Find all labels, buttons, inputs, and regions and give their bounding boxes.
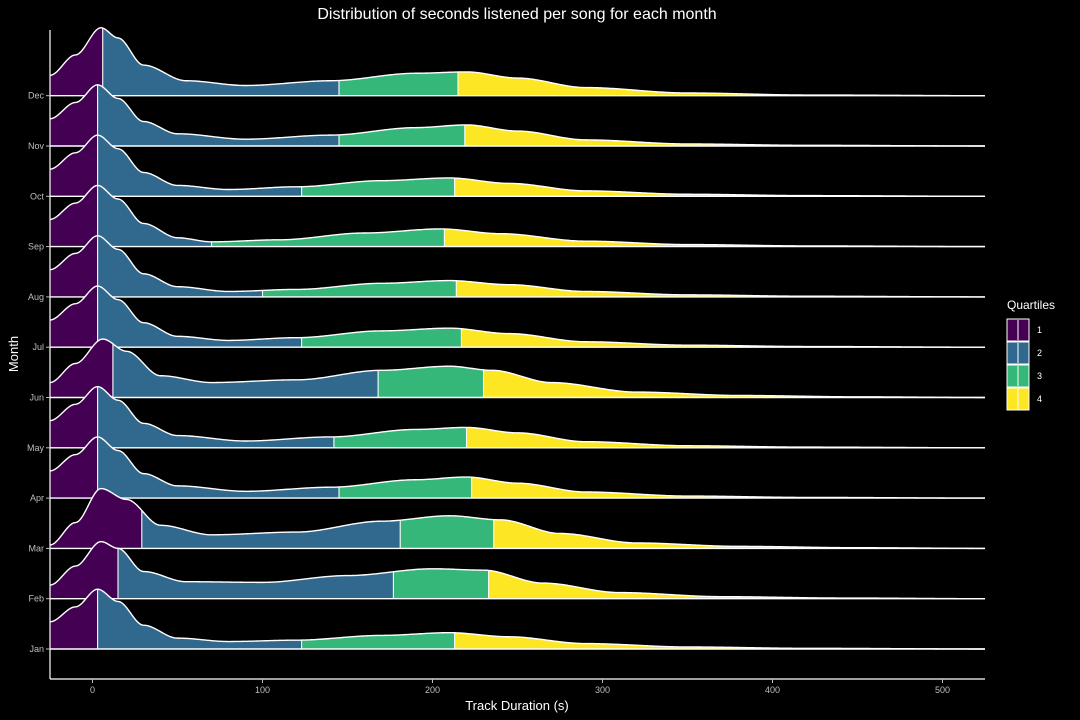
ridge-dec: [49, 26, 985, 97]
legend-label-2: 2: [1037, 348, 1042, 358]
chart-title: Distribution of seconds listened per son…: [317, 6, 716, 23]
legend-items: 1 2 3 4: [1006, 318, 1042, 411]
y-axis-title: Month: [6, 336, 21, 372]
quartile-3-area-jul: [301, 328, 462, 348]
legend-label-3: 3: [1037, 371, 1042, 381]
quartile-4-area-mar: [493, 519, 985, 549]
quartile-1-area-jan: [50, 589, 98, 649]
y-tick-label-nov: Nov: [28, 141, 45, 151]
y-tick-label-apr: Apr: [30, 493, 44, 503]
quartile-4-area-oct: [454, 178, 986, 197]
quartile-4-area-nov: [464, 124, 985, 146]
x-tick-label-100: 100: [255, 685, 270, 695]
quartile-3-area-oct: [301, 177, 455, 197]
quartile-2-area-jan: [97, 589, 302, 649]
quartile-3-area-aug: [262, 280, 457, 297]
x-axis-title: Track Duration (s): [465, 698, 569, 713]
ridges-layer: [49, 26, 986, 650]
quartile-2-area-feb: [118, 548, 394, 599]
quartile-3-area-mar: [400, 515, 494, 549]
density-outline-feb: [49, 540, 985, 600]
y-tick-label-sep: Sep: [28, 242, 44, 252]
x-tick-label-500: 500: [935, 685, 950, 695]
quartile-2-area-jul: [97, 286, 302, 348]
density-outline-jun: [49, 338, 985, 399]
quartile-2-area-may: [97, 386, 334, 448]
quartile-1-area-oct: [50, 135, 98, 197]
quartile-4-area-dec: [458, 71, 985, 96]
quartile-2-area-jun: [112, 343, 379, 398]
ridge-oct: [49, 134, 986, 198]
quartile-1-area-aug: [50, 235, 98, 297]
quartile-1-area-may: [50, 386, 98, 448]
quartile-1-area-feb: [50, 541, 118, 599]
y-tick-label-jun: Jun: [29, 393, 44, 403]
quartile-2-area-sep: [97, 185, 212, 247]
y-tick-label-mar: Mar: [29, 543, 45, 553]
ridge-jul: [49, 285, 985, 348]
ridge-jan: [49, 588, 986, 650]
ridge-nov: [49, 84, 985, 147]
y-tick-label-oct: Oct: [30, 191, 45, 201]
ridge-may: [49, 385, 985, 449]
quartile-4-area-jul: [461, 328, 985, 348]
quartile-3-area-jun: [378, 366, 484, 398]
quartile-4-area-feb: [488, 570, 985, 599]
quartile-2-area-aug: [97, 235, 263, 297]
density-outline-mar: [49, 487, 985, 550]
quartile-3-area-nov: [339, 124, 465, 146]
legend-label-1: 1: [1037, 325, 1042, 335]
quartile-4-area-may: [466, 427, 985, 448]
x-tick-label-200: 200: [425, 685, 440, 695]
ridge-mar: [49, 487, 985, 550]
quartile-3-area-feb: [393, 568, 489, 599]
y-tick-label-feb: Feb: [28, 594, 44, 604]
ridge-jun: [49, 338, 985, 399]
y-tick-label-aug: Aug: [28, 292, 44, 302]
quartile-4-area-jun: [483, 369, 985, 398]
legend: Quartiles 1 2 3 4: [1006, 298, 1055, 411]
ridge-apr: [49, 436, 986, 499]
legend-label-4: 4: [1037, 394, 1042, 404]
quartile-4-area-sep: [444, 228, 985, 247]
quartile-1-area-nov: [50, 84, 98, 146]
x-tick-label-0: 0: [90, 685, 95, 695]
quartile-2-area-mar: [141, 510, 401, 549]
ridge-sep: [49, 184, 985, 248]
quartile-1-area-apr: [50, 436, 98, 499]
quartile-1-area-jun: [50, 339, 113, 398]
y-tick-label-dec: Dec: [28, 91, 45, 101]
x-tick-label-400: 400: [765, 685, 780, 695]
quartile-2-area-apr: [97, 436, 339, 499]
quartile-3-area-jan: [301, 632, 455, 649]
quartile-4-area-jan: [454, 632, 986, 649]
x-tick-label-300: 300: [595, 685, 610, 695]
quartile-1-area-sep: [50, 185, 98, 247]
quartile-2-area-dec: [102, 27, 339, 96]
quartile-1-area-mar: [50, 488, 142, 549]
quartile-2-area-nov: [97, 84, 339, 146]
y-tick-label-jul: Jul: [32, 342, 44, 352]
quartile-4-area-aug: [456, 280, 985, 297]
y-axis-ticks: Jan Feb Mar Apr May Jun Jul Aug Sep Oct Nov Dec: [27, 91, 50, 654]
quartile-1-area-dec: [50, 27, 103, 96]
ridge-aug: [49, 234, 985, 298]
quartile-3-area-sep: [211, 228, 445, 247]
quartile-3-area-may: [333, 427, 467, 448]
quartile-3-area-apr: [339, 477, 472, 499]
y-tick-label-may: May: [27, 443, 45, 453]
quartile-2-area-oct: [97, 135, 302, 197]
legend-title: Quartiles: [1007, 298, 1055, 312]
quartile-1-area-jul: [50, 286, 98, 348]
ridge-feb: [49, 540, 985, 600]
x-axis-ticks: 0 100 200 300 400 500: [90, 679, 950, 695]
y-tick-label-jan: Jan: [29, 644, 44, 654]
